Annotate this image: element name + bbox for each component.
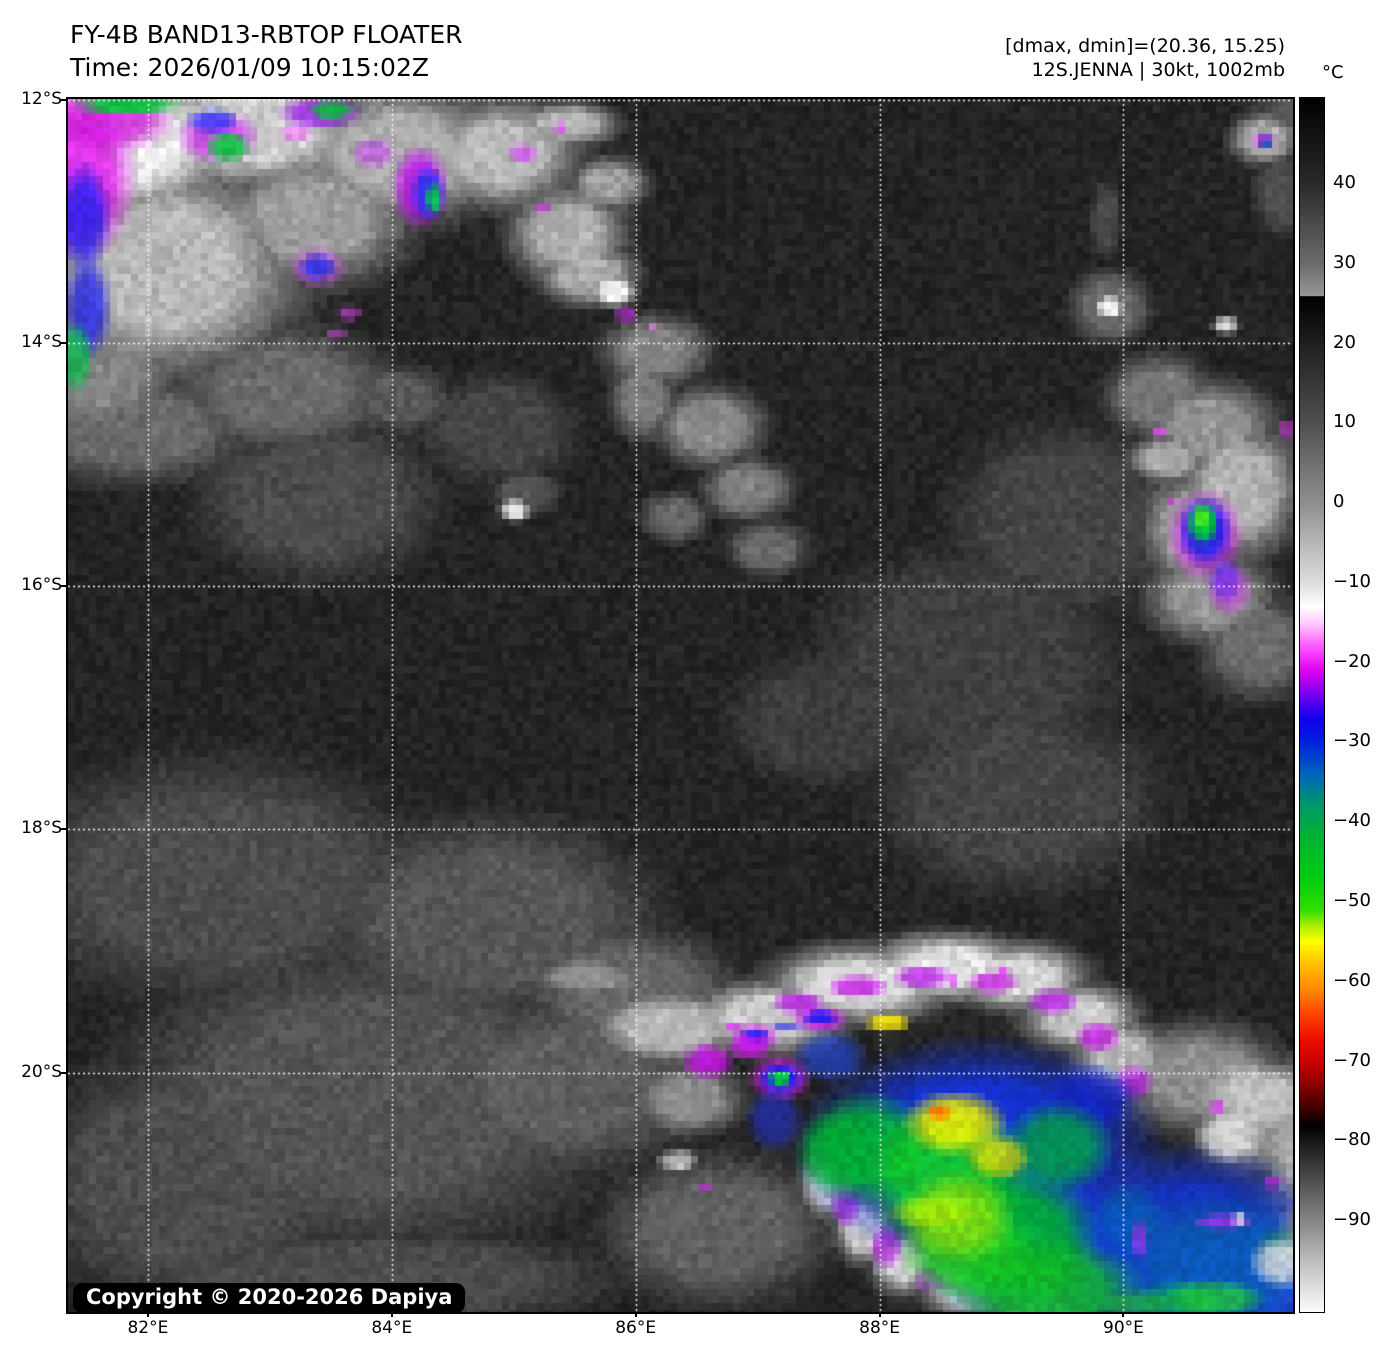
lon-tick-label: 84°E [371, 1318, 413, 1338]
colorbar [1299, 97, 1325, 1313]
lat-tick-mark [61, 828, 66, 831]
colorbar-tick-label: 10 [1333, 411, 1356, 433]
colorbar-tick-label: 40 [1333, 172, 1356, 194]
lat-tick-label: 18°S [21, 818, 62, 839]
lat-tick-label: 14°S [21, 332, 62, 353]
colorbar-tick-label: 20 [1333, 331, 1356, 353]
lat-tick-label: 12°S [21, 89, 62, 110]
colorbar-tick-label: 30 [1333, 251, 1356, 273]
timestamp: Time: 2026/01/09 10:15:02Z [70, 53, 429, 82]
lat-tick-mark [61, 585, 66, 588]
lon-tick-label: 90°E [1103, 1318, 1144, 1338]
lat-tick-label: 16°S [21, 575, 62, 596]
lat-tick-mark [61, 99, 66, 102]
colorbar-tick-label: −80 [1333, 1129, 1371, 1151]
lon-tick-label: 82°E [127, 1318, 169, 1338]
colorbar-tick-label: −30 [1333, 730, 1371, 752]
lon-tick-label: 86°E [615, 1318, 657, 1338]
colorbar-tick-label: −70 [1333, 1049, 1371, 1071]
dmax-dmin-readout: [dmax, dmin]=(20.36, 15.25) [1005, 35, 1285, 57]
colorbar-tick-label: −10 [1333, 570, 1371, 592]
copyright-badge: Copyright © 2020-2026 Dapiya [73, 1283, 466, 1313]
header-metadata: [dmax, dmin]=(20.36, 15.25) 12S.JENNA | … [1005, 34, 1285, 82]
colorbar-tick-label: −90 [1333, 1209, 1371, 1231]
lon-tick-mark [634, 1312, 637, 1317]
satellite-plot-area [66, 97, 1295, 1314]
lon-tick-mark [878, 1312, 881, 1317]
storm-info: 12S.JENNA | 30kt, 1002mb [1031, 59, 1285, 81]
gridlines-canvas [68, 99, 1293, 1312]
colorbar-gradient [1300, 98, 1324, 1312]
lat-tick-mark [61, 1071, 66, 1074]
lon-tick-label: 88°E [859, 1318, 901, 1338]
lon-tick-mark [390, 1312, 393, 1317]
page-title: FY-4B BAND13-RBTOP FLOATER [70, 20, 463, 49]
colorbar-tick-label: −20 [1333, 650, 1371, 672]
lat-tick-label: 20°S [21, 1061, 62, 1082]
title-block: FY-4B BAND13-RBTOP FLOATER Time: 2026/01… [70, 18, 463, 84]
colorbar-tick-label: −60 [1333, 969, 1371, 991]
lon-tick-mark [1122, 1312, 1125, 1317]
lon-tick-mark [146, 1312, 149, 1317]
colorbar-unit-label: °C [1322, 62, 1344, 83]
colorbar-tick-label: −50 [1333, 890, 1371, 912]
lat-tick-mark [61, 342, 66, 345]
colorbar-tick-label: 0 [1333, 491, 1345, 513]
colorbar-tick-label: −40 [1333, 810, 1371, 832]
